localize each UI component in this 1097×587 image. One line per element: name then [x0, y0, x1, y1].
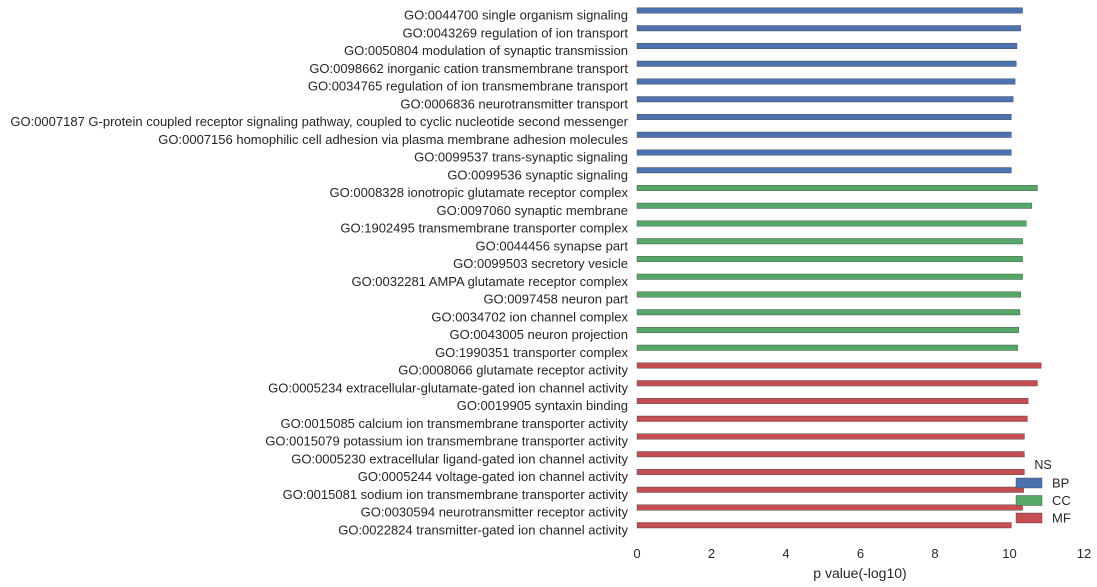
bar-mf	[636, 469, 1025, 475]
category-label: GO:0005244 voltage-gated ion channel act…	[358, 469, 629, 484]
legend-label-mf: MF	[1052, 511, 1071, 526]
bar-cc	[636, 220, 1027, 227]
category-label: GO:0044700 single organism signaling	[404, 8, 628, 23]
category-label: GO:0007156 homophilic cell adhesion via …	[158, 132, 628, 147]
bar-mf	[636, 362, 1042, 369]
category-label: GO:0034702 ion channel complex	[431, 309, 628, 324]
bar-cc	[636, 238, 1023, 245]
bars-layer	[636, 7, 1042, 529]
x-axis-title: p value(-log10)	[813, 565, 906, 581]
bar-mf	[636, 504, 1023, 511]
x-tick-label: 2	[708, 546, 715, 561]
bar-bp	[636, 96, 1014, 103]
bar-cc	[636, 309, 1021, 316]
category-label: GO:0005230 extracellular ligand-gated io…	[291, 451, 628, 466]
category-label: GO:0015085 calcium ion transmembrane tra…	[280, 416, 628, 431]
category-label: GO:0019905 syntaxin binding	[457, 398, 628, 413]
category-label: GO:0015079 potassium ion transmembrane t…	[265, 434, 628, 449]
category-label: GO:1990351 transporter complex	[435, 345, 628, 360]
bar-bp	[636, 60, 1017, 67]
bar-mf	[636, 486, 1024, 493]
category-label: GO:1902495 transmembrane transporter com…	[340, 221, 628, 236]
bar-cc	[636, 273, 1023, 280]
bar-cc	[636, 185, 1038, 191]
category-label: GO:0008328 ionotropic glutamate receptor…	[330, 185, 629, 200]
bar-cc	[636, 256, 1023, 262]
category-label: GO:0099503 secretory vesicle	[453, 256, 628, 271]
bar-mf	[636, 433, 1025, 440]
legend-swatch-cc	[1015, 495, 1043, 506]
legend: NS BP CC MF	[1015, 458, 1071, 526]
x-tick-label: 12	[1077, 546, 1091, 561]
category-label: GO:0022824 transmitter-gated ion channel…	[338, 522, 628, 537]
category-label: GO:0099537 trans-synaptic signaling	[414, 150, 628, 165]
bar-cc	[636, 202, 1033, 209]
bar-cc	[636, 327, 1020, 333]
bar-bp	[636, 43, 1018, 49]
category-label: GO:0043005 neuron projection	[449, 327, 628, 342]
category-label: GO:0008066 glutamate receptor activity	[398, 363, 628, 378]
bar-bp	[636, 149, 1012, 156]
x-tick-label: 0	[633, 546, 640, 561]
bar-cc	[636, 291, 1021, 298]
bar-cc	[636, 344, 1018, 351]
category-label: GO:0098662 inorganic cation transmembran…	[309, 61, 628, 76]
category-label: GO:0015081 sodium ion transmembrane tran…	[283, 487, 629, 502]
bar-bp	[636, 167, 1012, 174]
x-axis: p value(-log10) 0 2 4 6 8 10 12	[633, 546, 1091, 581]
category-label: GO:0032281 AMPA glutamate receptor compl…	[351, 274, 628, 289]
x-tick-label: 4	[782, 546, 789, 561]
bar-mf	[636, 522, 1012, 529]
category-label: GO:0007187 G-protein coupled receptor si…	[10, 114, 628, 129]
legend-title: NS	[1034, 458, 1051, 472]
category-label: GO:0099536 synaptic signaling	[447, 167, 628, 182]
category-label: GO:0097060 synaptic membrane	[437, 203, 629, 218]
category-label: GO:0005234 extracellular-glutamate-gated…	[268, 380, 628, 395]
bar-bp	[636, 78, 1016, 85]
bar-bp	[636, 114, 1012, 120]
bar-mf	[636, 451, 1025, 458]
category-label: GO:0006836 neurotransmitter transport	[400, 96, 628, 111]
category-label: GO:0097458 neuron part	[483, 292, 628, 307]
legend-swatch-bp	[1015, 477, 1043, 489]
legend-label-bp: BP	[1052, 476, 1069, 491]
bar-bp	[636, 7, 1023, 14]
category-label: GO:0034765 regulation of ion transmembra…	[308, 79, 629, 94]
category-label: GO:0030594 neurotransmitter receptor act…	[361, 505, 629, 520]
category-label: GO:0044456 synapse part	[476, 238, 629, 253]
x-tick-label: 6	[857, 546, 864, 561]
legend-swatch-mf	[1015, 512, 1043, 524]
category-label: GO:0050804 modulation of synaptic transm…	[344, 43, 628, 58]
bar-mf	[636, 398, 1029, 404]
legend-label-cc: CC	[1052, 493, 1071, 508]
x-tick-label: 10	[1002, 546, 1016, 561]
bar-mf	[636, 415, 1028, 422]
bar-bp	[636, 25, 1021, 32]
bar-mf	[636, 380, 1038, 387]
category-labels: GO:0044700 single organism signaling GO:0…	[10, 8, 628, 538]
category-label: GO:0043269 regulation of ion transport	[403, 25, 629, 40]
bar-bp	[636, 131, 1012, 138]
x-tick-label: 8	[931, 546, 938, 561]
